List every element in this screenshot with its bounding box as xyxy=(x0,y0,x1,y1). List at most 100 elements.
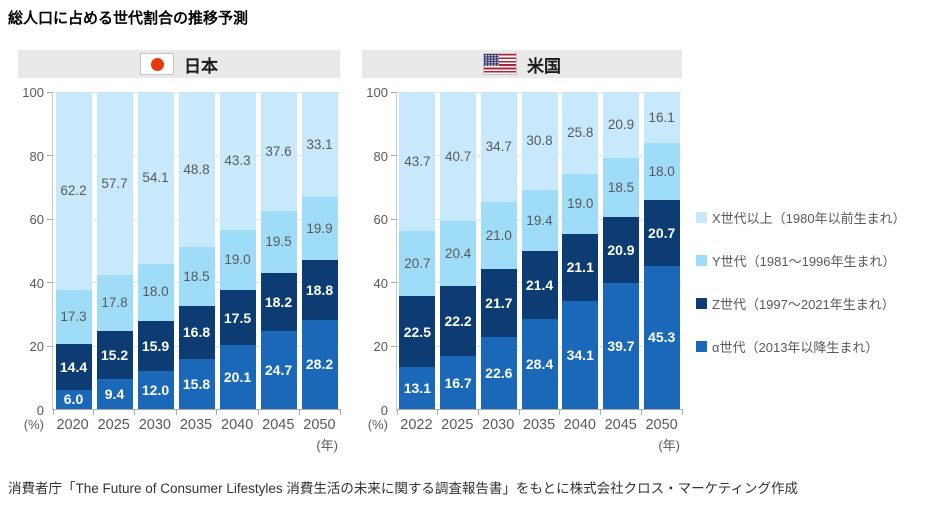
plot-area: 13.1 22.5 20.7 43.7 16.7 22.2 20.4 40.7 22.6 21.7… xyxy=(391,92,683,415)
x-category-label: 2025 xyxy=(441,417,474,433)
y-axis-tick xyxy=(391,155,397,157)
y-axis-tick xyxy=(47,155,53,157)
bar-segment: 22.6 xyxy=(480,337,517,409)
x-axis-tick xyxy=(175,409,177,415)
bar-segment: 19.4 xyxy=(521,189,558,252)
value-label: 45.3 xyxy=(648,329,676,346)
bar-slot: 45.3 20.7 18.0 16.1 xyxy=(641,92,682,409)
bar-segment: 33.1 xyxy=(301,92,338,197)
y-tick-label: 20 xyxy=(373,339,388,355)
value-label: 13.1 xyxy=(403,380,431,397)
y-axis-tick xyxy=(47,92,53,93)
value-label: 28.2 xyxy=(305,356,334,373)
value-label: 16.7 xyxy=(444,374,472,391)
y-axis-tick xyxy=(391,218,397,220)
value-label: 21.0 xyxy=(485,227,512,243)
value-label: 19.9 xyxy=(306,220,333,236)
bar-segment: 20.1 xyxy=(219,345,256,409)
x-axis-tick xyxy=(339,409,341,415)
bar-segment: 16.8 xyxy=(178,305,215,359)
gen-x-swatch-icon xyxy=(696,212,707,223)
chart-grid: 0 20 40 60 80 100 (%) 13.1 22.5 20.7 43.7 16.7 22.2 2… xyxy=(362,85,683,432)
bar-segment: 14.4 xyxy=(55,344,92,390)
value-label: 18.5 xyxy=(183,268,210,284)
stacked-bar-2045: 39.7 20.9 18.5 20.9 xyxy=(602,92,639,409)
bar-segment: 20.7 xyxy=(399,230,436,297)
x-axis: 2022 2025 2030 2035 2040 2045 2050 xyxy=(396,410,682,433)
value-label: 12.0 xyxy=(141,381,170,398)
bar-slot: 9.4 15.2 17.8 57.7 xyxy=(94,92,135,409)
x-category-label: 2040 xyxy=(563,417,596,433)
value-label: 19.5 xyxy=(265,234,292,250)
chart-us: 0 20 40 60 80 100 (%) 13.1 22.5 20.7 43.7 16.7 22.2 2… xyxy=(362,85,683,454)
bar-segment: 20.9 xyxy=(602,216,639,284)
value-label: 20.4 xyxy=(444,245,472,261)
bar-segment: 57.7 xyxy=(96,92,133,275)
value-label: 21.7 xyxy=(485,294,513,311)
bar-segment: 19.9 xyxy=(301,196,338,261)
x-axis-unit: (年) xyxy=(316,438,338,453)
y-axis-tick xyxy=(391,282,397,284)
legend-item-gen-z: Z世代（1997〜2021年生まれ） xyxy=(696,294,934,313)
x-axis: 2020 2025 2030 2035 2040 2045 2050 xyxy=(52,410,340,433)
us-flag-icon xyxy=(483,53,517,75)
bar-segment: 19.0 xyxy=(219,229,256,290)
value-label: 62.2 xyxy=(60,183,87,199)
value-label: 43.3 xyxy=(224,153,251,169)
x-category-label: 2030 xyxy=(482,417,515,433)
bar-segment: 18.0 xyxy=(137,263,174,321)
value-label: 20.7 xyxy=(404,255,431,271)
value-label: 16.1 xyxy=(648,109,675,125)
bar-segment: 15.9 xyxy=(137,320,174,371)
x-category-label: 2045 xyxy=(262,417,295,433)
legend-label-gen-alpha: α世代（2013年以降生まれ） xyxy=(712,340,879,355)
gen-alpha-swatch-icon xyxy=(696,341,707,352)
value-label: 14.4 xyxy=(59,359,88,376)
x-axis-tick xyxy=(477,409,479,415)
bar-segment: 17.5 xyxy=(219,289,256,346)
value-label: 40.7 xyxy=(444,148,472,164)
value-label: 54.1 xyxy=(142,170,169,186)
bars: 6.0 14.4 17.3 62.2 9.4 15.2 17.8 57.7 12.0 15.9 18… xyxy=(53,92,340,409)
value-label: 19.4 xyxy=(526,212,553,228)
stacked-bar-2030: 22.6 21.7 21.0 34.7 xyxy=(480,92,517,409)
bar-segment: 45.3 xyxy=(643,265,680,409)
x-category-label: 2035 xyxy=(179,417,213,433)
y-tick-label: 80 xyxy=(373,148,388,164)
stacked-bar-2050: 28.2 18.8 19.9 33.1 xyxy=(301,92,338,409)
y-axis: 0 20 40 60 80 100 (%) xyxy=(18,85,52,432)
legend-item-gen-alpha: α世代（2013年以降生まれ） xyxy=(696,337,934,356)
chart-japan: 0 20 40 60 80 100 (%) 6.0 14.4 17.3 62.2 9.4 15.2 17.… xyxy=(18,85,341,454)
y-tick-label: 40 xyxy=(29,275,44,291)
value-label: 34.7 xyxy=(485,139,512,155)
value-label: 17.5 xyxy=(223,309,252,326)
bar-segment: 15.2 xyxy=(96,331,133,380)
value-label: 18.2 xyxy=(264,293,293,310)
value-label: 43.7 xyxy=(404,153,431,169)
value-label: 20.9 xyxy=(607,242,635,259)
stacked-bar-2025: 16.7 22.2 20.4 40.7 xyxy=(440,92,477,409)
plot-area: 6.0 14.4 17.3 62.2 9.4 15.2 17.8 57.7 12.0 15.9 18… xyxy=(47,92,341,415)
bar-slot: 6.0 14.4 17.3 62.2 xyxy=(53,92,94,409)
value-label: 20.7 xyxy=(648,224,676,241)
bar-segment: 19.5 xyxy=(260,211,297,274)
value-label: 17.3 xyxy=(60,309,87,325)
x-axis-tick xyxy=(518,409,520,415)
bar-slot: 22.6 21.7 21.0 34.7 xyxy=(478,92,519,409)
value-label: 22.6 xyxy=(485,365,513,382)
x-axis-unit: (年) xyxy=(658,438,680,453)
y-axis-tick xyxy=(391,92,397,93)
bar-segment: 17.8 xyxy=(96,274,133,332)
y-axis-tick xyxy=(391,345,397,347)
stacked-bar-2022: 13.1 22.5 20.7 43.7 xyxy=(399,92,436,409)
legend-label-gen-y: Y世代（1981〜1996年生まれ） xyxy=(712,254,896,269)
charts-row: 日本 0 20 40 60 80 100 (%) 6.0 14.4 17.3 62.2 9.4 15.2… xyxy=(18,50,934,454)
x-category-label: 2020 xyxy=(56,417,89,433)
y-axis-tick xyxy=(47,345,53,347)
legend-label-gen-x: X世代以上（1980年以前生まれ） xyxy=(712,211,906,226)
x-axis-tick xyxy=(216,409,218,415)
value-label: 28.4 xyxy=(525,355,554,372)
bar-segment: 37.6 xyxy=(260,92,297,212)
stacked-bar-2040: 20.1 17.5 19.0 43.3 xyxy=(219,92,256,409)
chart-header-japan: 日本 xyxy=(18,50,340,78)
